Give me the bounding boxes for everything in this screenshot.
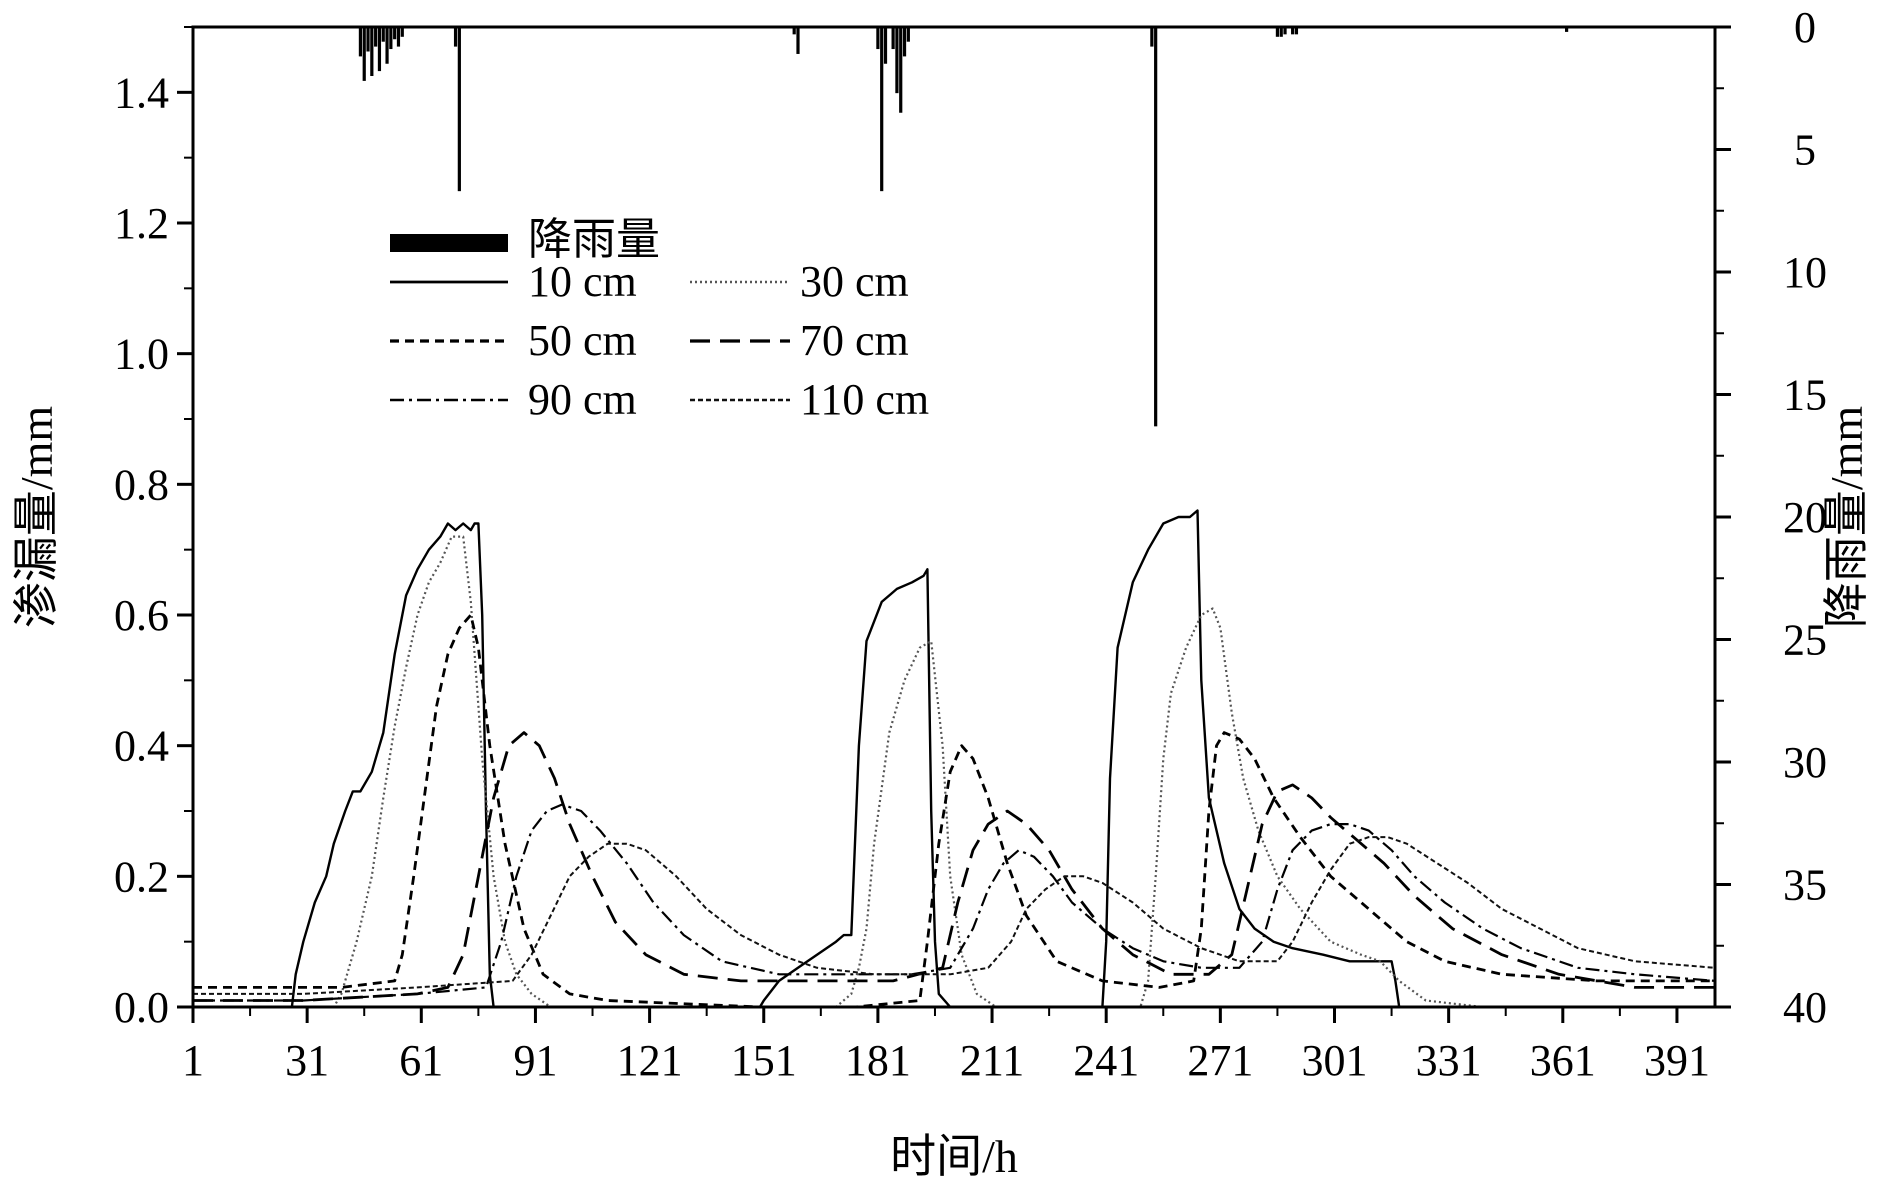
y2-tick-label: 10	[1783, 248, 1827, 297]
rainfall-bar	[358, 27, 363, 57]
y-tick-label: 0.4	[114, 722, 169, 771]
x-tick-label: 391	[1644, 1036, 1710, 1085]
rainfall-bar	[895, 27, 899, 94]
rainfall-bar	[389, 27, 393, 50]
plot-area-border	[191, 25, 1717, 1009]
y2-tick-label: 25	[1783, 616, 1827, 665]
legend-label-50-cm: 50 cm	[528, 316, 637, 365]
rainfall-bar	[381, 27, 385, 42]
rainfall-bar	[1294, 27, 1299, 35]
x-axis: 1 31 61 91 121 151 181 211 241 271 301 331 361 391	[182, 1007, 1710, 1085]
y2-tick-label: 35	[1783, 861, 1827, 910]
rainfall-bar	[1565, 27, 1569, 32]
rainfall-bars	[358, 27, 1569, 427]
x-tick-label: 121	[617, 1036, 683, 1085]
rainfall-bar	[374, 27, 378, 47]
x-tick-label: 301	[1302, 1036, 1368, 1085]
rainfall-bar	[370, 27, 374, 76]
rainfall-bar	[883, 27, 888, 64]
rainfall-bar	[453, 27, 458, 47]
legend: 降雨量 10 cm 30 cm 50 cm 70 cm 90 cm 110 cm	[390, 215, 929, 424]
y-axis-right: 0 5 10 15 20 25 30 35 40	[1715, 3, 1827, 1032]
rainfall-bar	[457, 27, 461, 192]
x-tick-label: 181	[845, 1036, 911, 1085]
y-axis-left: 0.0 0.2 0.4 0.6 0.8 1.0 1.2 1.4	[114, 26, 193, 1032]
y-tick-label: 1.2	[114, 199, 169, 248]
y2-tick-label: 15	[1783, 371, 1827, 420]
x-axis-title: 时间/h	[890, 1131, 1018, 1182]
legend-label-rainfall: 降雨量	[528, 215, 660, 264]
series-line-90-cm	[193, 803, 1716, 1002]
rainfall-bar	[792, 27, 796, 35]
y2-tick-label: 20	[1783, 493, 1827, 542]
x-tick-label: 331	[1416, 1036, 1482, 1085]
rainfall-bar	[385, 27, 389, 64]
x-tick-label: 211	[960, 1036, 1024, 1085]
rainfall-bar	[906, 27, 910, 42]
legend-label-70-cm: 70 cm	[800, 316, 909, 365]
y-tick-label: 0.6	[114, 591, 169, 640]
x-tick-label: 61	[399, 1036, 443, 1085]
rainfall-bar	[876, 27, 880, 50]
y2-axis-title: 降雨量/mm	[1821, 406, 1872, 629]
x-tick-label: 1	[182, 1036, 204, 1085]
y-tick-label: 0.0	[114, 983, 169, 1032]
rainfall-bar	[393, 27, 397, 40]
x-tick-label: 241	[1073, 1036, 1139, 1085]
x-tick-label: 31	[285, 1036, 329, 1085]
x-tick-label: 91	[513, 1036, 557, 1085]
rainfall-bar	[1154, 27, 1158, 427]
series-line-10-cm	[193, 509, 1715, 1009]
y2-tick-label: 0	[1794, 3, 1816, 52]
legend-label-90-cm: 90 cm	[528, 375, 637, 424]
y2-tick-label: 5	[1794, 126, 1816, 175]
rainfall-bar	[366, 27, 370, 52]
legend-label-10-cm: 10 cm	[528, 257, 637, 306]
plot-frame	[191, 25, 1717, 1009]
rainfall-bar	[377, 27, 382, 72]
x-tick-label: 361	[1530, 1036, 1596, 1085]
series-line-110-cm	[193, 836, 1716, 995]
rainfall-bar	[1150, 27, 1154, 47]
legend-label-30-cm: 30 cm	[800, 257, 909, 306]
legend-label-110-cm: 110 cm	[800, 375, 929, 424]
series-line-30-cm	[193, 535, 1715, 1009]
rainfall-bar	[899, 27, 903, 113]
y-axis-title: 渗漏量/mm	[11, 406, 62, 629]
y-tick-label: 1.4	[114, 68, 169, 117]
rainfall-bar	[880, 27, 884, 192]
rainfall-bar	[1283, 27, 1287, 35]
rainfall-bar	[891, 27, 895, 50]
series-lines	[193, 509, 1716, 1009]
rainfall-bar	[400, 27, 404, 37]
y2-tick-label: 30	[1783, 738, 1827, 787]
series-line-50-cm	[193, 613, 1715, 1009]
rainfall-bar	[362, 27, 366, 81]
rainfall-bar	[1279, 27, 1283, 37]
rainfall-bar	[396, 27, 401, 47]
x-tick-label: 151	[731, 1036, 797, 1085]
rainfall-bar	[1275, 27, 1280, 37]
y-tick-label: 1.0	[114, 330, 169, 379]
y-tick-label: 0.8	[114, 460, 169, 509]
rainfall-bar	[902, 27, 907, 57]
rainfall-bar	[796, 27, 800, 54]
rainfall-bar	[1291, 27, 1295, 35]
y2-tick-label: 40	[1783, 983, 1827, 1032]
series-line-70-cm	[193, 731, 1715, 1002]
x-tick-label: 271	[1187, 1036, 1253, 1085]
legend-swatch-rainfall	[390, 234, 508, 252]
y-tick-label: 0.2	[114, 852, 169, 901]
